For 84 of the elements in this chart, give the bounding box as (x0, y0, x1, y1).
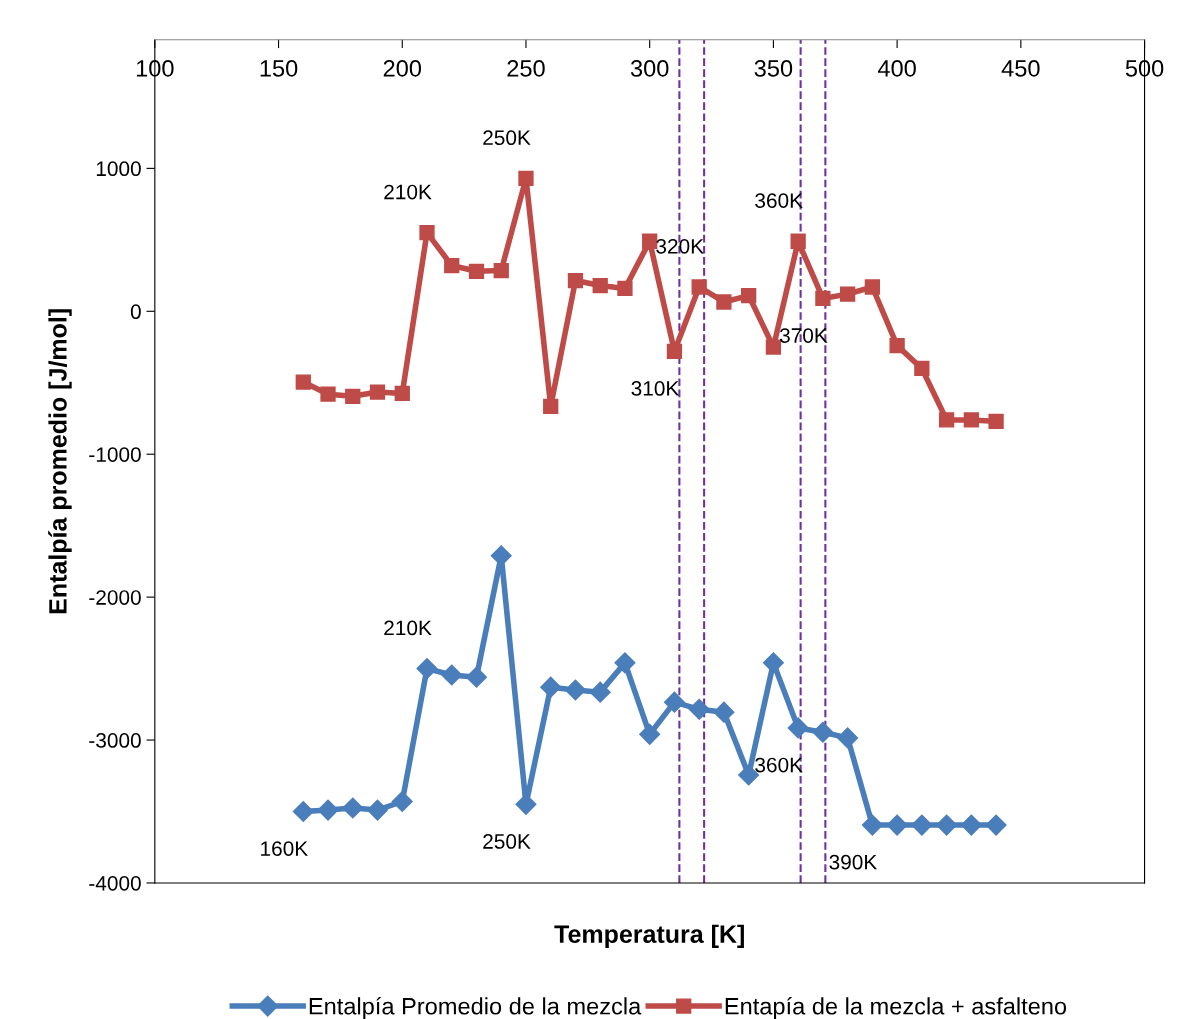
point (543, 398, 559, 414)
annotation: 210K (384, 620, 432, 636)
point (345, 388, 361, 404)
point (963, 412, 979, 428)
annotation: 370K (779, 328, 828, 343)
y-tick-label: -1000 (89, 447, 141, 462)
point (666, 343, 683, 359)
point (320, 386, 336, 402)
point (713, 701, 735, 723)
point (688, 698, 710, 720)
point (988, 413, 1004, 429)
point (490, 545, 512, 567)
point (889, 337, 905, 354)
annotation: 390K (829, 854, 878, 870)
point (936, 814, 958, 836)
point (812, 721, 834, 743)
point (468, 263, 485, 279)
point (295, 374, 311, 390)
point (741, 287, 757, 304)
point (765, 339, 782, 355)
point (589, 681, 611, 703)
x-tick-label: 200 (383, 60, 422, 77)
point (342, 797, 364, 819)
legend-label: Entapía de la mezcla + asfalteno (725, 996, 1067, 1019)
annotation: 160K (261, 841, 308, 856)
x-tick-label: 450 (1001, 60, 1040, 77)
point (614, 652, 636, 674)
x-tick-label: 250 (507, 60, 545, 77)
point (815, 290, 831, 307)
point (367, 799, 389, 821)
y-tick-label: -2000 (89, 590, 141, 605)
point (985, 814, 1007, 836)
point (762, 652, 784, 674)
point (911, 814, 933, 836)
x-axis-title: Temperatura [K] (554, 924, 744, 948)
annotation: 250K (483, 130, 531, 146)
x-tick-label: 350 (754, 60, 793, 77)
point (391, 790, 413, 813)
annotation: 310K (631, 381, 680, 396)
point (567, 272, 584, 289)
point (317, 799, 339, 821)
point (617, 280, 633, 297)
point (837, 727, 859, 749)
point (394, 385, 410, 402)
legend-label: Entalpía Promedio de la mezcla (309, 996, 642, 1019)
point (960, 814, 982, 836)
annotation: 360K (755, 757, 803, 773)
point (465, 666, 488, 688)
point (914, 360, 930, 377)
y-tick-label: -4000 (89, 875, 141, 891)
annotation: 360K (755, 193, 803, 208)
point (790, 233, 806, 249)
point (369, 384, 386, 400)
point (642, 233, 658, 249)
point (864, 279, 881, 295)
point (787, 717, 809, 739)
point (518, 170, 534, 187)
point (639, 723, 661, 745)
point (444, 257, 460, 274)
x-tick-label: 400 (877, 60, 916, 77)
y-tick-label: -3000 (89, 733, 141, 748)
point (716, 294, 732, 310)
y-tick-label: 0 (130, 304, 141, 320)
point (515, 793, 537, 815)
annotation: 210K (384, 184, 432, 200)
point (839, 286, 856, 302)
x-tick-label: 300 (630, 60, 669, 77)
point (419, 225, 435, 241)
annotation: 250K (483, 834, 531, 849)
point (441, 664, 463, 686)
point (493, 262, 509, 279)
point (292, 800, 314, 823)
point (861, 814, 883, 836)
point (886, 814, 908, 836)
point (540, 676, 562, 698)
y-axis-title: Entalpía promedio [J/mol] (48, 309, 72, 614)
point (691, 279, 707, 295)
point (416, 658, 438, 680)
point (564, 679, 586, 701)
point (592, 277, 608, 294)
y-tick-label: 1000 (96, 161, 141, 177)
point (663, 691, 685, 713)
point (938, 412, 955, 428)
x-tick-label: 150 (260, 60, 298, 77)
